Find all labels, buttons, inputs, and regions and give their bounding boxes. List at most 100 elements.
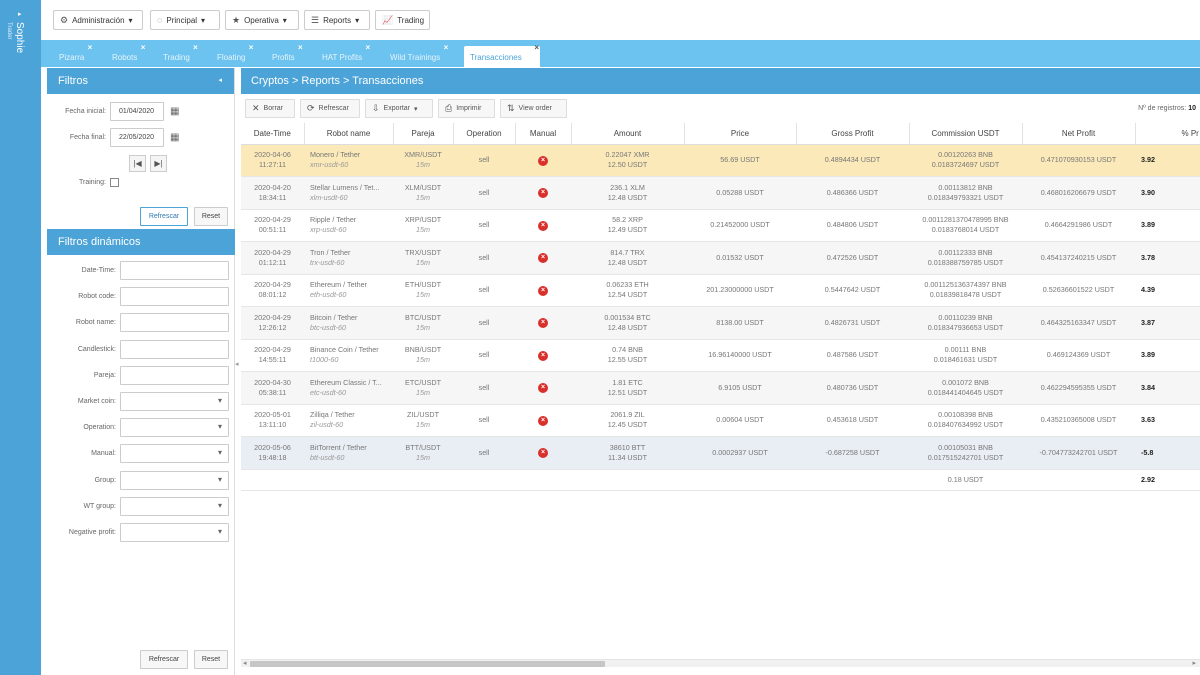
- close-icon[interactable]: ×: [248, 43, 254, 52]
- exportar-button[interactable]: ⇩ Exportar ▾: [365, 99, 433, 118]
- user-name[interactable]: Sophie: [14, 22, 25, 54]
- scroll-right-icon[interactable]: ▸: [1192, 660, 1196, 667]
- scrollbar-thumb[interactable]: [250, 661, 605, 667]
- table-cell: 0.00105031 BNB 0.017515242701 USDT: [909, 436, 1022, 470]
- dyn-filter-row: Operation: ▾: [47, 418, 229, 438]
- tab-wild-trainings[interactable]: Wild Trainings ×: [390, 43, 449, 62]
- empty-cell: [571, 469, 684, 491]
- dyn-filter-select[interactable]: ▾: [120, 444, 229, 464]
- dynamic-filters-header: Filtros dinámicos: [47, 229, 235, 255]
- reset-filters-button[interactable]: Reset: [194, 207, 228, 226]
- table-row[interactable]: 2020-04-29 08:01:12 Ethereum / Tether eth-u…: [241, 274, 1200, 307]
- close-icon[interactable]: ×: [443, 43, 449, 52]
- tab-robots[interactable]: Robots ×: [112, 43, 146, 62]
- column-header[interactable]: Manual: [515, 123, 572, 145]
- time-cell: 05:38:11: [258, 387, 287, 397]
- empty-cell: [241, 469, 304, 491]
- menu-principal[interactable]: ◌ Principal ▾: [150, 10, 220, 30]
- operation-cell: sell: [453, 436, 515, 470]
- tab-hat-profits[interactable]: HAT Profits ×: [322, 43, 371, 62]
- column-header[interactable]: % Pr: [1135, 123, 1200, 145]
- table-cell: 1.81 ETC 12.51 USDT: [571, 371, 684, 405]
- table-cell: 0.00120263 BNB 0.0183724697 USDT: [909, 144, 1022, 177]
- dyn-filter-select[interactable]: ▾: [120, 418, 229, 438]
- pair-cell: XLM/USDT: [404, 182, 442, 192]
- next-period-button[interactable]: ▶|: [150, 155, 167, 172]
- panel-splitter-handle[interactable]: ◂: [235, 361, 239, 368]
- refresh-dynamic-button[interactable]: Refrescar: [140, 650, 188, 669]
- refrescar-button[interactable]: ⟳ Refrescar: [300, 99, 360, 118]
- dyn-filter-select[interactable]: ▾: [120, 470, 229, 490]
- close-icon[interactable]: ×: [298, 43, 303, 52]
- close-icon[interactable]: ×: [193, 43, 198, 52]
- price-cell: 0.0002937 USDT: [684, 436, 796, 470]
- collapse-left-icon[interactable]: ◂: [218, 77, 222, 84]
- tab-profits[interactable]: Profits ×: [272, 43, 303, 62]
- column-header[interactable]: Price: [684, 123, 797, 145]
- refresh-filters-button[interactable]: Refrescar: [140, 207, 188, 226]
- dyn-filter-input[interactable]: [120, 313, 229, 333]
- training-checkbox[interactable]: [110, 178, 119, 187]
- fecha-final-input[interactable]: 22/05/2020: [110, 128, 164, 147]
- tab-pizarra[interactable]: Pizarra ×: [59, 43, 93, 62]
- calendar-icon[interactable]: ▦: [170, 132, 180, 143]
- imprimir-button[interactable]: ⎙ Imprimir: [438, 99, 495, 118]
- reset-dynamic-button[interactable]: Reset: [194, 650, 228, 669]
- table-row[interactable]: 2020-04-29 00:51:11 Ripple / Tether xrp-usd…: [241, 209, 1200, 242]
- table-row[interactable]: 2020-05-06 19:48:18 BitTorrent / Tether btt…: [241, 436, 1200, 470]
- column-header[interactable]: Amount: [571, 123, 685, 145]
- calendar-icon[interactable]: ▦: [170, 106, 180, 117]
- table-row[interactable]: 2020-04-29 14:55:11 Binance Coin / Tether t…: [241, 339, 1200, 372]
- column-header[interactable]: Net Profit: [1022, 123, 1136, 145]
- dyn-filter-select[interactable]: ▾: [120, 523, 229, 542]
- table-row[interactable]: 2020-04-06 11:27:11 Monero / Tether xmr-usd…: [241, 144, 1200, 177]
- price-cell: 8138.00 USDT: [684, 306, 796, 340]
- dyn-filter-input[interactable]: [120, 287, 229, 307]
- gross-profit-cell: 0.487586 USDT: [796, 339, 909, 372]
- tab-floating[interactable]: Floating ×: [217, 43, 254, 62]
- table-row[interactable]: 2020-04-29 01:12:11 Tron / Tether trx-usdt-…: [241, 241, 1200, 275]
- menu-reports[interactable]: ☰ Reports ▾: [304, 10, 370, 30]
- column-header[interactable]: Date-Time: [241, 123, 305, 145]
- dyn-filter-row: Candlestick:: [47, 339, 229, 359]
- dyn-filter-input[interactable]: [120, 365, 229, 385]
- table-row[interactable]: 2020-04-30 05:38:11 Ethereum Classic / T..…: [241, 371, 1200, 405]
- horizontal-scrollbar[interactable]: ◂ ▸: [241, 659, 1200, 667]
- robot-name-cell: Ethereum / Tether: [310, 280, 367, 290]
- expand-arrow-icon[interactable]: ▸: [18, 11, 22, 18]
- robot-name-cell: Stellar Lumens / Tet...: [310, 182, 380, 192]
- close-icon[interactable]: ×: [534, 43, 539, 52]
- table-row[interactable]: 2020-05-01 13:11:10 Zilliqa / Tether zil-us…: [241, 404, 1200, 437]
- column-header[interactable]: Commission USDT: [909, 123, 1023, 145]
- menu-operativa[interactable]: ★ Operativa ▾: [225, 10, 299, 30]
- gross-profit-cell: 0.4826731 USDT: [796, 306, 909, 340]
- fecha-inicial-input[interactable]: 01/04/2020: [110, 102, 164, 121]
- tab-transacciones[interactable]: Transacciones ×: [464, 43, 540, 67]
- print-icon: ⎙: [445, 103, 453, 113]
- close-icon[interactable]: ×: [140, 43, 146, 52]
- table-row[interactable]: 2020-04-20 18:34:11 Stellar Lumens / Tet..…: [241, 176, 1200, 210]
- tab-trading[interactable]: Trading ×: [163, 43, 198, 62]
- prev-period-button[interactable]: |◀: [129, 155, 146, 172]
- close-icon[interactable]: ×: [87, 43, 93, 52]
- column-header[interactable]: Pareja: [393, 123, 454, 145]
- column-header[interactable]: Operation: [453, 123, 516, 145]
- menu-trading[interactable]: 📈 Trading: [375, 10, 430, 30]
- time-cell: 00:51:11: [258, 225, 287, 235]
- dyn-filter-input[interactable]: [120, 261, 229, 280]
- empty-cell: [684, 469, 796, 491]
- table-row[interactable]: 2020-04-29 12:26:12 Bitcoin / Tether btc-us…: [241, 306, 1200, 340]
- time-cell: 08:01:12: [258, 290, 287, 300]
- close-icon[interactable]: ×: [365, 43, 371, 52]
- caret-down-icon: ▾: [217, 396, 222, 405]
- dyn-filter-select[interactable]: ▾: [120, 392, 229, 411]
- column-header[interactable]: Gross Profit: [796, 123, 910, 145]
- view-order-button[interactable]: ⇅ View order: [500, 99, 567, 118]
- menu-administracion[interactable]: ⚙ Administración ▾: [53, 10, 143, 30]
- borrar-button[interactable]: ✕ Borrar: [245, 99, 295, 118]
- dyn-filter-select[interactable]: ▾: [120, 496, 229, 516]
- circle-icon: ◌: [157, 15, 163, 25]
- scroll-left-icon[interactable]: ◂: [243, 660, 247, 667]
- dyn-filter-input[interactable]: [120, 339, 229, 359]
- column-header[interactable]: Robot name: [304, 123, 394, 145]
